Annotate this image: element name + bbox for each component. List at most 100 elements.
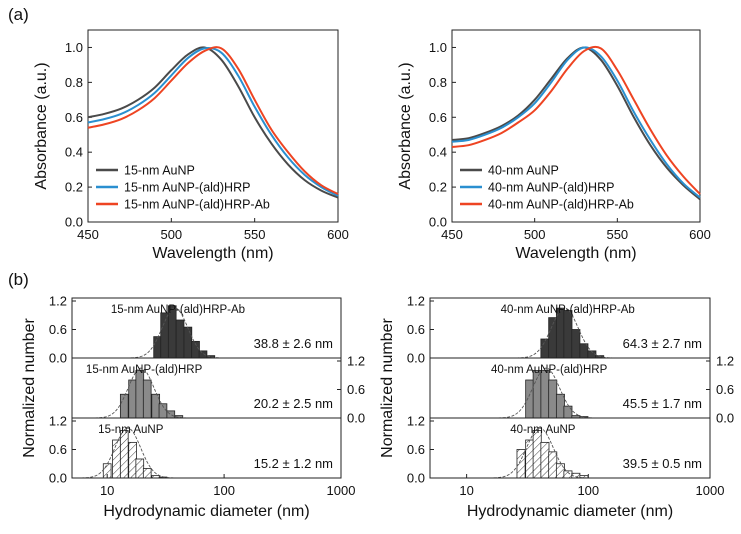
y-tick-label: 1.2 (49, 414, 67, 429)
histogram-bar (135, 370, 145, 419)
y-axis-label: Absorbance (a.u.) (397, 62, 414, 189)
histogram-subplot-0: 15-nm AuNP-(ald)HRP-Ab 38.8 ± 2.6 nm 0.0 0.… (49, 294, 342, 366)
histogram-bar (142, 379, 152, 419)
dls-chart-dls-15: 15-nm AuNP-(ald)HRP-Ab 38.8 ± 2.6 nm 0.0 0.… (21, 294, 365, 521)
histogram-bar (112, 439, 121, 479)
y-tick-label: 0.4 (429, 145, 447, 160)
y-axis-label: Normalized number (379, 318, 396, 458)
y-tick-label: 0.4 (65, 145, 83, 160)
y-tick-label: 0.0 (429, 215, 447, 230)
size-result-label: 64.3 ± 2.7 nm (623, 336, 702, 351)
x-tick-label: 100 (213, 483, 235, 498)
y-tick-label: 1.2 (716, 354, 734, 369)
y-tick-label: 0.8 (65, 75, 83, 90)
x-tick-label: 100 (577, 483, 599, 498)
y-tick-label: 1.2 (49, 294, 67, 309)
y-tick-label: 0.0 (716, 411, 734, 426)
histogram-bar (548, 451, 558, 479)
y-tick-label: 1.0 (429, 40, 447, 55)
y-tick-label: 0.6 (407, 442, 425, 457)
size-result-label: 39.5 ± 0.5 nm (623, 456, 702, 471)
histogram-bar (563, 405, 573, 419)
histogram-bar (198, 350, 208, 359)
y-tick-label: 0.2 (65, 180, 83, 195)
histogram-subplot-0: 40-nm AuNP-(ald)HRP-Ab 64.3 ± 2.7 nm 0.0 0.… (407, 294, 711, 366)
y-tick-label: 1.2 (407, 414, 425, 429)
histogram-bar (540, 338, 550, 359)
subplot-frame (71, 417, 342, 479)
y-tick-label: 0.6 (49, 322, 67, 337)
histogram-bar (166, 410, 176, 419)
x-axis-label: Hydrodynamic diameter (nm) (103, 503, 309, 520)
y-tick-label: 0.0 (49, 471, 67, 486)
histogram-bar (175, 319, 185, 359)
size-result-label: 20.2 ± 2.5 nm (254, 396, 333, 411)
x-tick-label: 550 (244, 227, 266, 242)
y-tick-label: 0.6 (716, 382, 734, 397)
histogram-bar (563, 310, 573, 359)
legend-label-1: 15-nm AuNP-(ald)HRP (124, 181, 250, 195)
series-line-0 (87, 46, 339, 199)
y-tick-label: 0.6 (65, 110, 83, 125)
legend-label-2: 40-nm AuNP-(ald)HRP-Ab (488, 198, 634, 212)
size-result-label: 45.5 ± 1.7 nm (623, 396, 702, 411)
histogram-bar (555, 393, 565, 419)
legend-label-0: 40-nm AuNP (488, 164, 559, 178)
absorbance-chart-abs-15: 450 500 550 600 0.0 0.2 0.4 0.6 0.8 1.0 Wavelength… (33, 29, 349, 262)
panel-label-a: (a) (8, 5, 29, 24)
legend-label-1: 40-nm AuNP-(ald)HRP (488, 181, 614, 195)
y-axis-label: Normalized number (21, 318, 38, 458)
dls-chart-dls-40: 40-nm AuNP-(ald)HRP-Ab 64.3 ± 2.7 nm 0.0 0.… (379, 294, 734, 521)
subplot-sample-label: 15-nm AuNP (98, 424, 164, 436)
histogram-bar (548, 379, 558, 419)
histogram-subplot-2: 40-nm AuNP 39.5 ± 0.5 nm 0.0 0.6 1.2 (407, 414, 711, 486)
y-tick-label: 1.2 (407, 294, 425, 309)
fit-curve (439, 307, 623, 359)
size-result-label: 15.2 ± 1.2 nm (254, 456, 333, 471)
y-tick-label: 0.6 (407, 322, 425, 337)
x-tick-label: 500 (524, 227, 546, 242)
y-tick-label: 0.0 (65, 215, 83, 230)
y-axis-label: Absorbance (a.u.) (33, 62, 50, 189)
series-line-1 (451, 46, 701, 199)
y-tick-label: 0.6 (347, 382, 365, 397)
series-line-2 (87, 46, 339, 195)
x-tick-label: 450 (441, 227, 463, 242)
y-tick-label: 0.0 (49, 351, 67, 366)
histogram-bar (128, 379, 137, 419)
histogram-bar (555, 463, 565, 479)
x-tick-label: 600 (689, 227, 711, 242)
x-tick-label: 1000 (327, 483, 356, 498)
x-tick-label: 550 (606, 227, 628, 242)
x-tick-label: 10 (100, 483, 114, 498)
legend-label-2: 15-nm AuNP-(ald)HRP-Ab (124, 198, 270, 212)
histogram-bar (540, 370, 550, 419)
x-axis-label: Hydrodynamic diameter (nm) (467, 503, 673, 520)
x-tick-label: 600 (327, 227, 349, 242)
x-tick-label: 450 (77, 227, 99, 242)
histogram-subplot-1: 40-nm AuNP-(ald)HRP 45.5 ± 1.7 nm 0.0 0.6 1.… (429, 354, 734, 426)
histogram-bar (135, 458, 145, 479)
histogram-bar (571, 329, 581, 359)
y-tick-label: 1.0 (65, 40, 83, 55)
plot-frame (451, 29, 701, 223)
y-tick-label: 1.2 (347, 354, 365, 369)
subplot-sample-label: 15-nm AuNP-(ald)HRP-Ab (111, 304, 245, 316)
x-tick-label: 500 (160, 227, 182, 242)
y-tick-label: 0.6 (49, 442, 67, 457)
y-tick-label: 0.2 (429, 180, 447, 195)
histogram-subplot-2: 15-nm AuNP 15.2 ± 1.2 nm 0.0 0.6 1.2 (49, 414, 342, 486)
fit-curve (81, 427, 182, 479)
y-tick-label: 0.0 (347, 411, 365, 426)
x-tick-label: 10 (459, 483, 473, 498)
histogram-bar (142, 468, 152, 479)
plot-frame (87, 29, 339, 223)
subplot-sample-label: 15-nm AuNP-(ald)HRP (86, 364, 203, 376)
histogram-bar (128, 441, 137, 479)
x-tick-label: 1000 (696, 483, 725, 498)
histogram-bar (540, 441, 550, 479)
absorbance-chart-abs-40: 450 500 550 600 0.0 0.2 0.4 0.6 0.8 1.0 Wavelength… (397, 29, 711, 262)
subplot-sample-label: 40-nm AuNP-(ald)HRP (491, 364, 608, 376)
